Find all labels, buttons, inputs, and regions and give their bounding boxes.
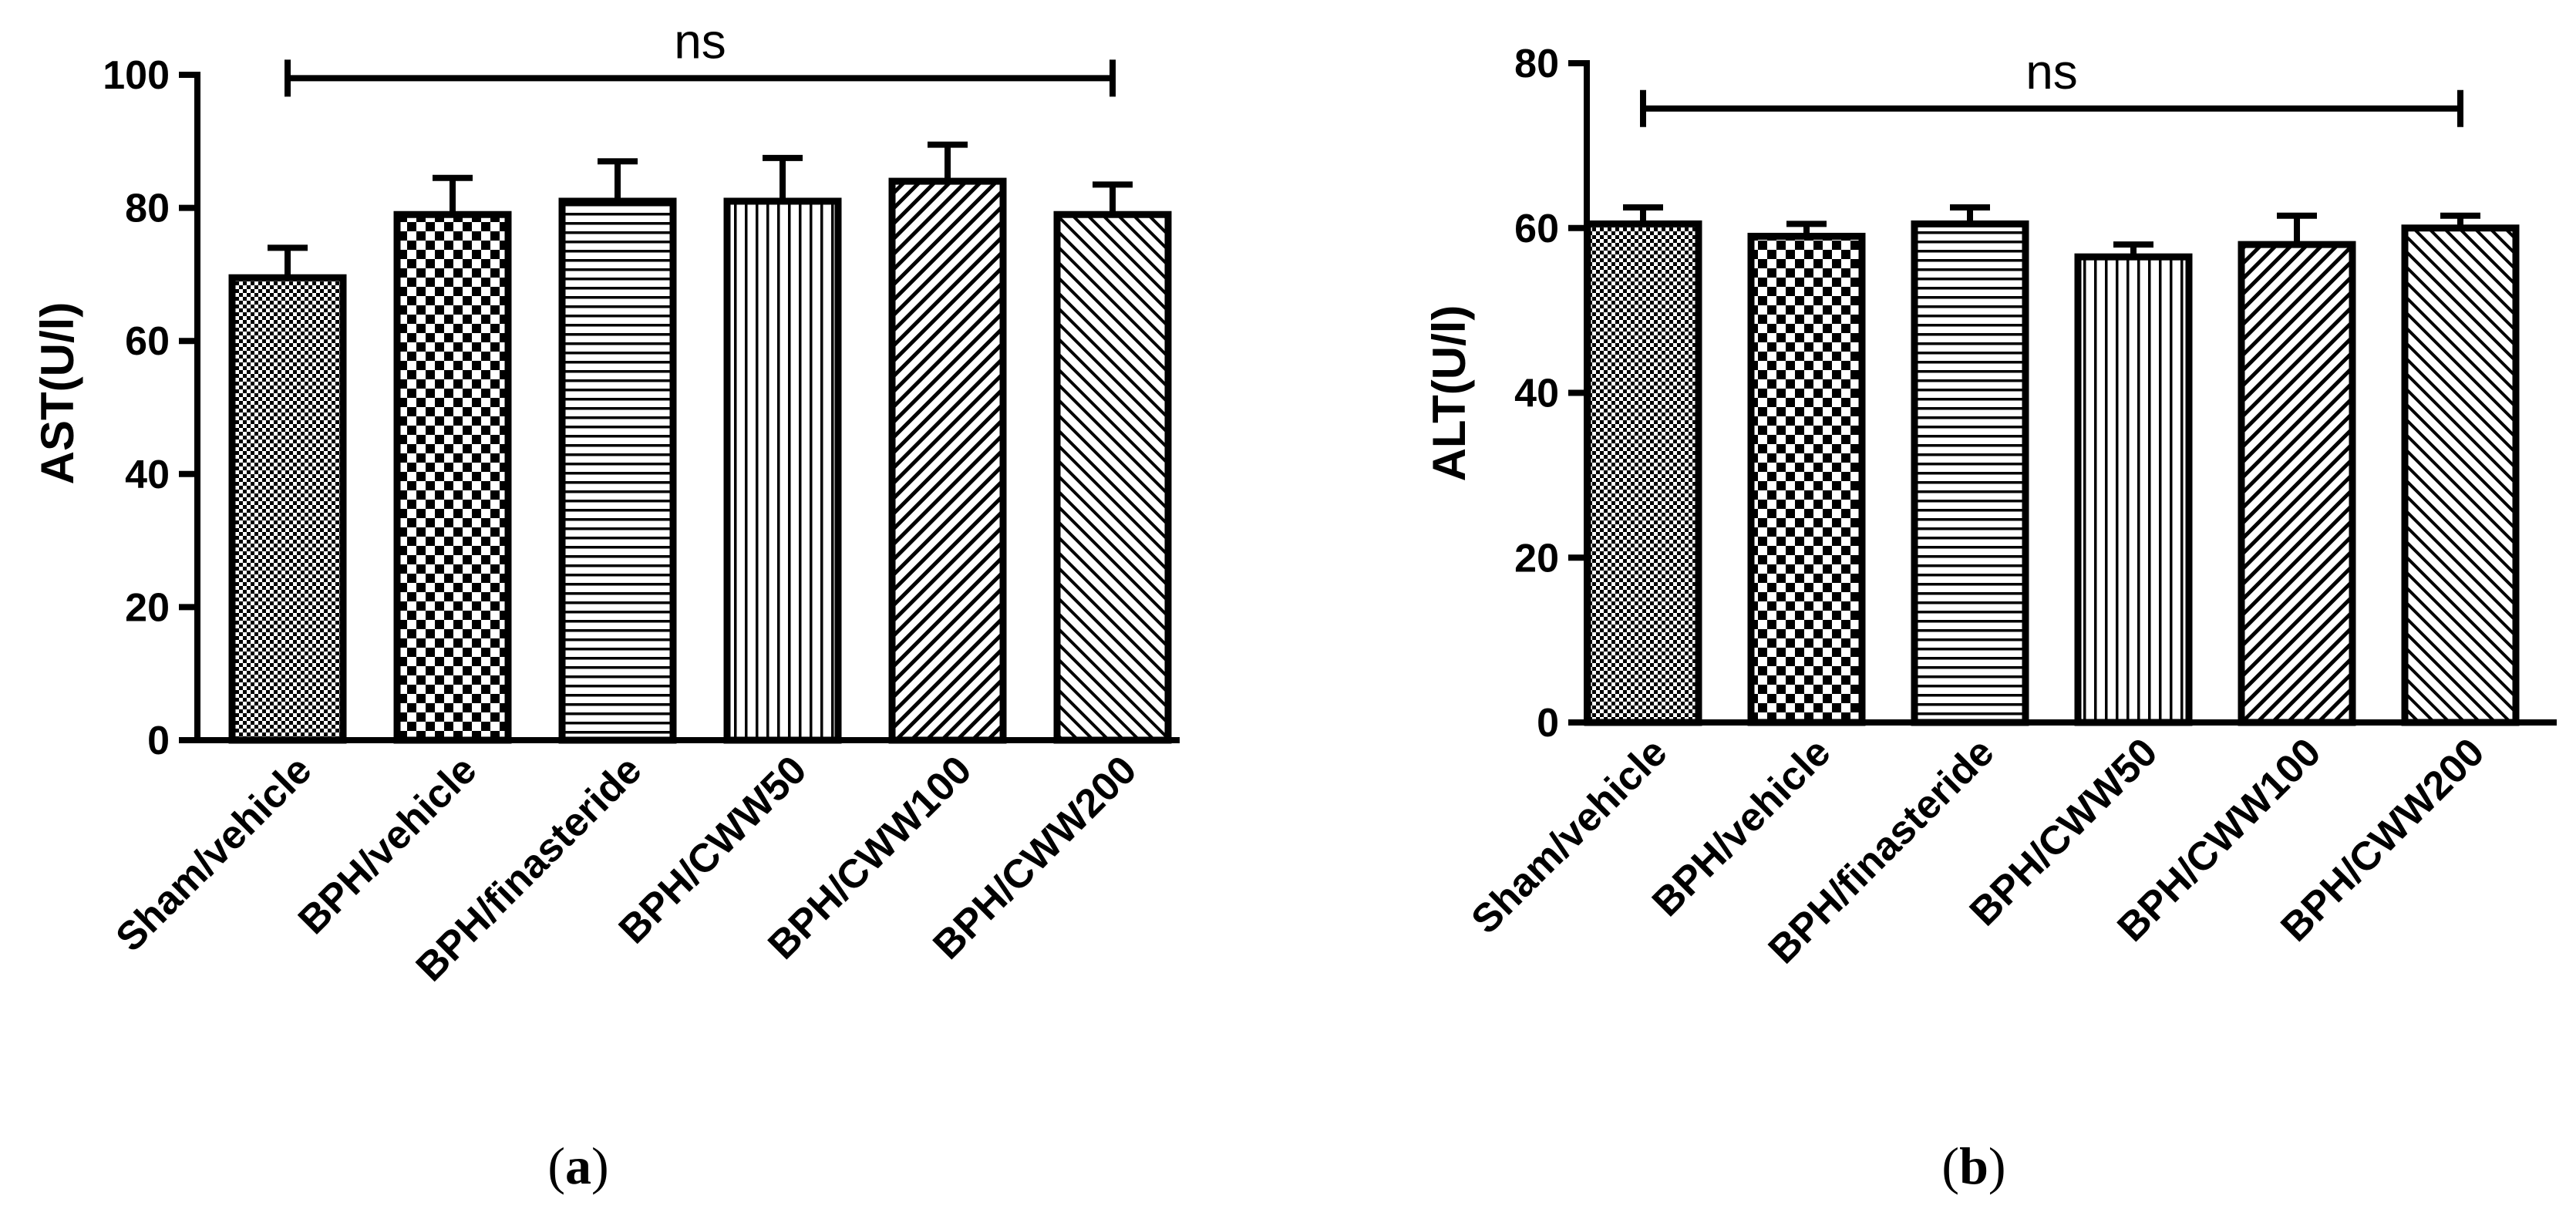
bar: [888, 177, 1007, 744]
bar: [723, 197, 842, 744]
chart-panel-a: AST(U/l) 0 20 40 60 80 100 Sham/vehicleBPH/ve…: [32, 13, 1180, 1195]
bar: [1911, 220, 2029, 726]
y-tick-label: 100: [103, 53, 170, 98]
y-ticks-a: 0 20 40 60 80 100: [103, 53, 197, 763]
y-tick-label: 80: [1514, 42, 1559, 86]
y-axis-title-a: AST(U/l): [32, 302, 83, 485]
bars-a: [228, 177, 1172, 744]
y-tick-label: 60: [125, 319, 170, 364]
significance-a: ns: [285, 13, 1116, 97]
bar: [1053, 210, 1172, 744]
y-tick-label: 60: [1514, 207, 1559, 251]
category-labels-b: Sham/vehicleBPH/vehicleBPH/finasterideBP…: [1463, 729, 2493, 972]
bar: [1747, 232, 1866, 726]
y-ticks-b: 0 20 40 60 80: [1514, 42, 1587, 746]
chart-panel-b: ALT(U/l) 0 20 40 60 80 Sham/vehicleBPH/vehic…: [1423, 42, 2557, 1195]
panel-label-a: (a): [547, 1136, 608, 1195]
bar: [1584, 220, 1702, 726]
bar: [228, 274, 347, 744]
category-label: Sham/vehicle: [107, 747, 320, 960]
error-bars-a: [268, 141, 1133, 278]
y-tick-label: 20: [1514, 536, 1559, 581]
y-axis-title-b: ALT(U/l): [1423, 305, 1475, 482]
bar: [2238, 241, 2356, 726]
y-tick-label: 0: [147, 719, 170, 763]
bar: [558, 197, 677, 744]
y-tick-label: 80: [125, 187, 170, 231]
significance-b: ns: [1640, 44, 2463, 127]
y-tick-label: 40: [1514, 372, 1559, 416]
bars-b: [1584, 220, 2520, 726]
significance-label-a: ns: [674, 13, 726, 69]
y-tick-label: 20: [125, 585, 170, 630]
panel-label-b: (b): [1941, 1136, 2005, 1195]
error-bars-b: [1623, 204, 2480, 258]
bar: [2074, 253, 2193, 726]
y-tick-label: 40: [125, 453, 170, 497]
bar: [2401, 224, 2520, 726]
bar: [393, 210, 512, 744]
category-labels-a: Sham/vehicleBPH/vehicleBPH/finasterideBP…: [107, 747, 1145, 990]
category-label: Sham/vehicle: [1463, 729, 1675, 942]
significance-label-b: ns: [2025, 44, 2078, 99]
y-tick-label: 0: [1537, 701, 1559, 746]
